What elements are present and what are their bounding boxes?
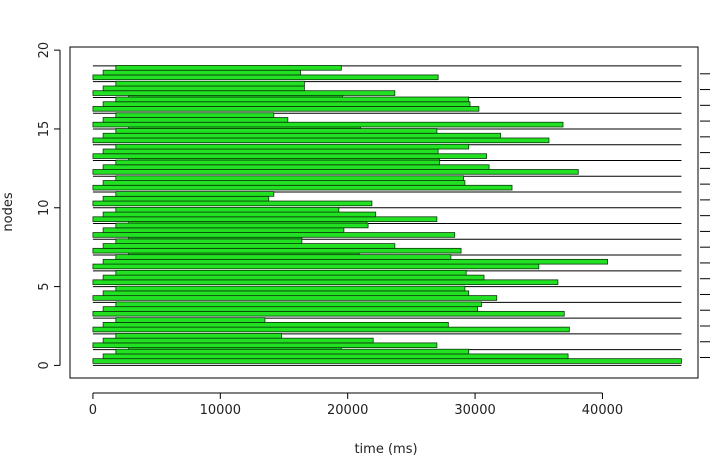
task-bar: [115, 80, 305, 87]
y-tick-label: 15: [37, 121, 52, 138]
task-bar: [115, 143, 470, 150]
task-bar: [102, 148, 439, 155]
task-bar: [92, 169, 579, 175]
task-bar: [102, 353, 569, 360]
x-tick-label: 20000: [327, 403, 368, 418]
plot-frame: [69, 46, 699, 379]
task-bar: [115, 96, 470, 103]
x-tick-label: 30000: [454, 403, 495, 418]
task-bar: [115, 254, 452, 260]
y-axis: 0 5 10 15 20: [37, 42, 61, 370]
right-ticks: [700, 73, 710, 359]
task-bar: [92, 74, 439, 81]
y-tick-label: 20: [37, 42, 52, 59]
x-tick-label: 10000: [200, 403, 241, 418]
y-tick-label: 0: [37, 361, 52, 369]
task-bar: [115, 159, 440, 166]
task-bar: [115, 301, 482, 308]
task-bar: [102, 337, 374, 344]
x-axis: 0 10000 20000 30000 40000: [89, 392, 623, 418]
task-bar: [115, 175, 465, 181]
task-bar: [102, 211, 377, 218]
task-bar: [92, 106, 480, 112]
task-bar: [92, 263, 540, 270]
task-bar: [92, 342, 438, 349]
task-bar: [115, 285, 466, 292]
task-bar: [92, 184, 513, 191]
task-bar: [92, 90, 396, 96]
task-bar: [102, 164, 490, 170]
task-bar: [102, 290, 470, 297]
task-bar: [92, 137, 550, 144]
task-bar: [102, 306, 479, 312]
task-bar: [92, 153, 487, 159]
task-bar: [115, 128, 438, 134]
task-bar: [115, 269, 467, 276]
task-bar: [92, 279, 559, 285]
task-bar: [115, 112, 275, 118]
task-bar: [102, 117, 289, 123]
task-bar: [115, 238, 303, 245]
task-bar: [102, 195, 270, 202]
x-tick-label: 40000: [582, 403, 623, 418]
task-bar: [115, 222, 369, 229]
task-bar: [92, 310, 565, 317]
task-bar: [102, 227, 345, 233]
task-bar: [102, 101, 471, 107]
y-axis-label: nodes: [1, 192, 16, 231]
x-axis-label: time (ms): [354, 442, 417, 457]
task-bar: [102, 180, 466, 186]
task-bar: [92, 232, 456, 238]
task-bar: [102, 132, 501, 139]
task-bar: [102, 258, 608, 265]
task-bar: [115, 333, 282, 339]
y-tick-label: 10: [37, 199, 52, 216]
task-bar: [102, 274, 485, 281]
task-bar: [92, 358, 682, 364]
task-bar: [92, 247, 462, 254]
bars: [92, 65, 682, 364]
task-bar: [115, 206, 340, 213]
task-bar: [92, 295, 498, 301]
task-bar: [102, 243, 396, 249]
y-tick-label: 5: [37, 282, 52, 290]
task-bar: [102, 69, 301, 76]
task-bar: [92, 326, 570, 333]
task-bar: [115, 348, 470, 355]
task-bar: [92, 121, 564, 128]
task-bar: [115, 317, 266, 323]
task-bar: [115, 191, 275, 197]
task-bar: [102, 322, 449, 328]
x-tick-label: 0: [89, 403, 97, 418]
task-bar: [92, 200, 373, 207]
task-bar: [92, 216, 438, 222]
task-bar: [102, 85, 305, 92]
task-bar: [115, 65, 342, 71]
